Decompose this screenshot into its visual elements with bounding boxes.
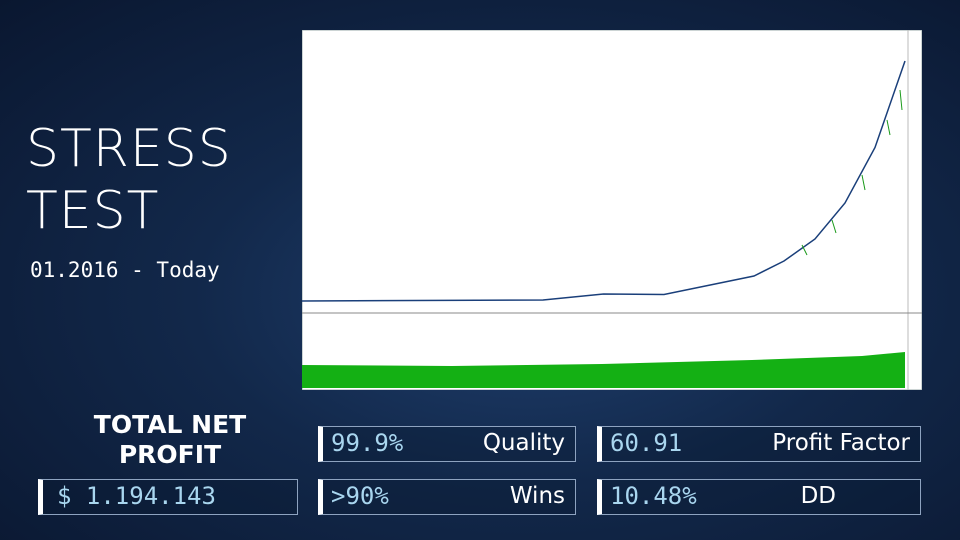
title: STRESS TEST	[26, 119, 232, 241]
stat-box: >90% Wins	[318, 479, 576, 515]
stat-value: 99.9%	[331, 429, 404, 457]
stat-label: Profit Factor	[772, 430, 910, 456]
net-profit-label: TOTAL NET PROFIT	[93, 410, 247, 469]
stat-box: 10.48% DD	[597, 479, 921, 515]
deposit-load-bars	[302, 352, 905, 388]
stat-box: 99.9% Quality	[318, 426, 576, 462]
chart-frame	[302, 30, 922, 390]
period: 01.2016 - Today	[30, 258, 220, 282]
stat-value: 60.91	[610, 429, 683, 457]
stat-box: 60.91 Profit Factor	[597, 426, 921, 462]
net-profit-box: $ 1.194.143	[38, 479, 298, 515]
equity-dips	[801, 89, 903, 256]
equity-chart-screenshot	[302, 30, 922, 390]
stat-label: Wins	[509, 483, 565, 509]
stat-label: Quality	[482, 430, 565, 456]
stat-value: >90%	[331, 482, 389, 510]
stat-label: DD	[800, 483, 836, 509]
net-profit-value: $ 1.194.143	[57, 482, 216, 510]
balance-curve	[302, 60, 906, 302]
stat-value: 10.48%	[610, 482, 697, 510]
